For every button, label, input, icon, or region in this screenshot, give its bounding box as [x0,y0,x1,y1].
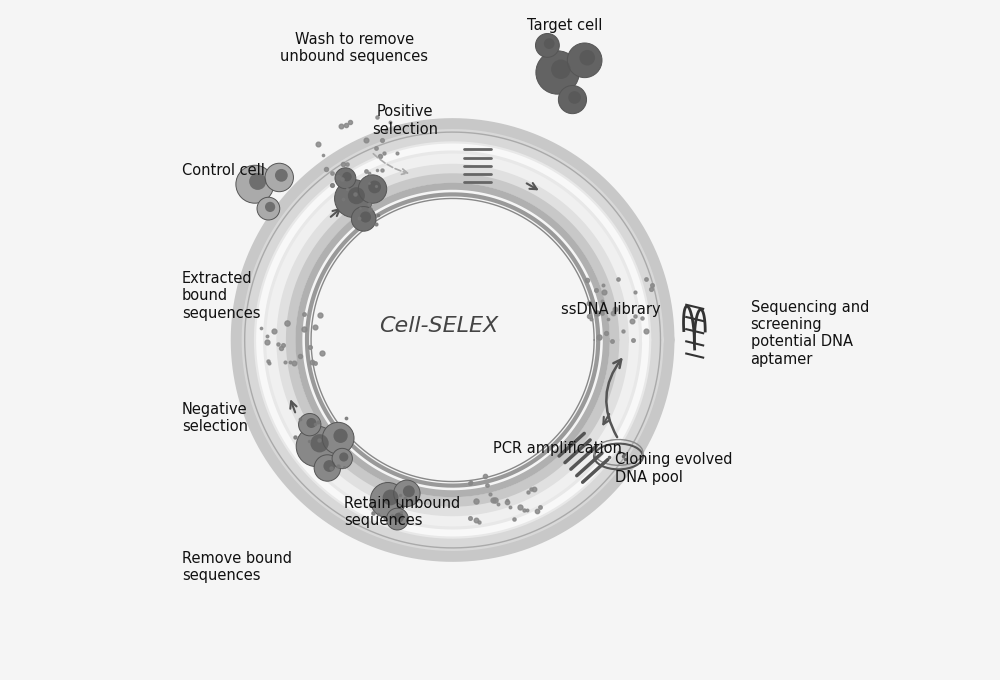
Circle shape [568,91,581,104]
Text: Extracted
bound
sequences: Extracted bound sequences [182,271,260,321]
Circle shape [403,486,415,497]
Text: PCR amplification: PCR amplification [493,441,622,456]
Circle shape [342,172,352,182]
Circle shape [535,33,559,57]
Circle shape [360,211,371,222]
Text: Control cell: Control cell [182,163,265,178]
Circle shape [348,187,365,204]
Circle shape [335,168,356,188]
Circle shape [544,38,555,49]
Circle shape [551,59,571,79]
Text: Cloning evolved
DNA pool: Cloning evolved DNA pool [615,452,733,485]
Circle shape [257,197,280,220]
Circle shape [339,452,348,462]
Circle shape [275,169,288,182]
Circle shape [322,422,354,454]
Circle shape [314,455,341,481]
Circle shape [358,175,387,203]
Circle shape [383,490,398,505]
Circle shape [368,180,381,193]
Circle shape [394,513,404,522]
Circle shape [579,50,595,65]
Text: Negative
selection: Negative selection [182,402,248,434]
Circle shape [236,165,274,203]
Circle shape [323,460,335,472]
Text: Retain unbound
sequences: Retain unbound sequences [344,496,460,528]
Text: Cell-SELEX: Cell-SELEX [379,316,499,337]
Circle shape [567,43,602,78]
Circle shape [296,426,337,466]
Circle shape [335,180,373,218]
Text: Positive
selection: Positive selection [372,105,438,137]
Circle shape [299,413,321,436]
Circle shape [536,51,579,94]
Circle shape [332,448,352,469]
Circle shape [370,483,406,517]
Circle shape [386,508,408,530]
Text: Wash to remove
unbound sequences: Wash to remove unbound sequences [280,32,428,65]
Text: ssDNA library: ssDNA library [561,302,661,317]
Text: Sequencing and
screening
potential DNA
aptamer: Sequencing and screening potential DNA a… [751,300,869,367]
Circle shape [394,480,420,507]
Circle shape [310,434,329,452]
Text: Remove bound
sequences: Remove bound sequences [182,551,292,583]
Circle shape [333,428,348,443]
Circle shape [306,418,316,428]
Text: Target cell: Target cell [527,18,602,33]
Circle shape [351,207,376,231]
Circle shape [558,86,587,114]
Circle shape [265,202,275,212]
Circle shape [265,163,293,192]
Circle shape [249,173,266,190]
